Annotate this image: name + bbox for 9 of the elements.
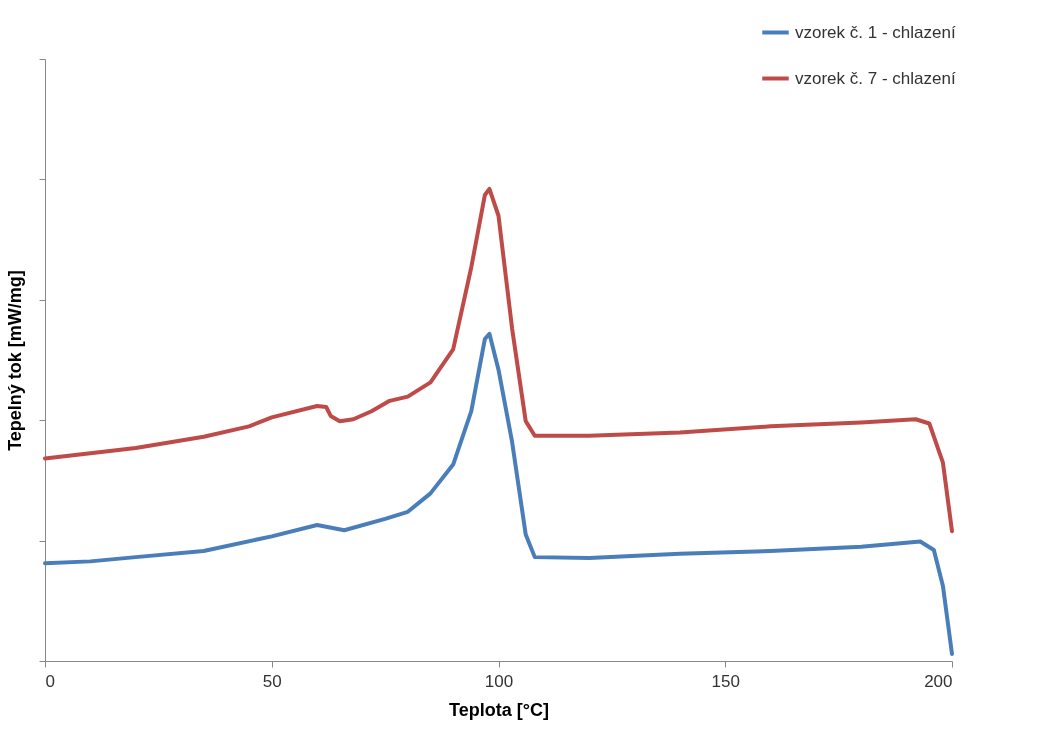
x-axis-title: Teplota [°C] xyxy=(449,699,549,720)
x-tick-label: 100 xyxy=(484,671,514,691)
x-tick-label: 50 xyxy=(262,671,282,691)
x-tick-label: 150 xyxy=(711,671,740,691)
x-tick-label: 200 xyxy=(924,671,953,691)
legend-label: vzorek č. 7 - chlazení xyxy=(795,68,956,88)
x-tick-label: 0 xyxy=(45,671,55,691)
legend-label: vzorek č. 1 - chlazení xyxy=(795,22,956,42)
y-axis-title: Tepelný tok [mW/mg] xyxy=(5,270,25,451)
